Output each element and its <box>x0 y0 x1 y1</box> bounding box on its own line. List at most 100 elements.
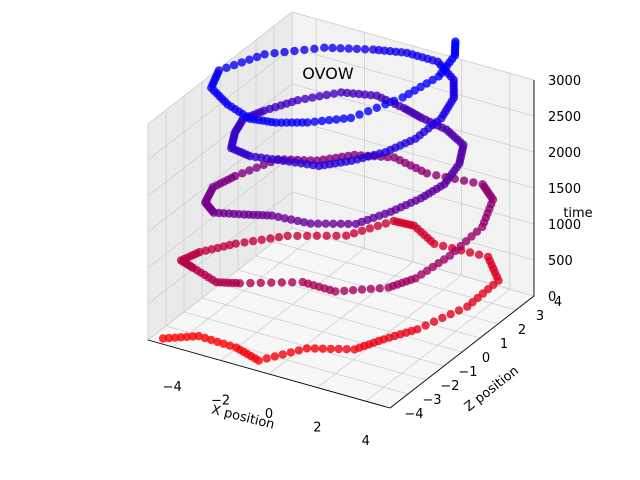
data-point <box>317 116 327 126</box>
data-point <box>252 163 261 172</box>
data-point <box>246 278 255 288</box>
data-point <box>329 219 338 228</box>
data-point <box>357 285 367 294</box>
data-point <box>325 116 334 125</box>
data-point <box>336 219 345 228</box>
data-point <box>270 49 279 58</box>
data-point <box>274 212 283 222</box>
data-point <box>355 110 364 119</box>
data-point <box>266 234 275 243</box>
data-point <box>349 229 359 238</box>
data-point <box>478 180 487 189</box>
data-point <box>222 63 231 72</box>
data-point <box>306 219 315 228</box>
data-point <box>194 331 203 341</box>
data-point <box>288 278 297 287</box>
data-point <box>328 43 337 53</box>
data-point <box>429 317 439 326</box>
grid-line-y-floor <box>219 283 463 353</box>
data-point <box>302 231 312 241</box>
data-point <box>451 246 460 256</box>
data-point <box>310 117 319 126</box>
data-point <box>334 344 343 354</box>
data-point <box>293 216 302 226</box>
data-point <box>337 88 346 97</box>
data-point <box>381 100 390 109</box>
data-point <box>315 92 324 101</box>
y-tick-label: 2 <box>518 323 526 338</box>
data-point <box>229 60 239 70</box>
data-point <box>245 166 254 175</box>
data-point <box>369 45 378 54</box>
grid-line-z-left <box>147 47 293 161</box>
x-tick-label: 0 <box>265 407 273 422</box>
data-point <box>360 45 370 54</box>
scatter-points <box>158 37 503 365</box>
data-point <box>432 171 441 180</box>
data-point <box>303 118 312 127</box>
data-point <box>312 231 322 240</box>
data-point <box>332 231 341 240</box>
data-point <box>390 153 399 162</box>
grid-line-z-back <box>291 119 535 189</box>
y-tick-label: 3 <box>536 309 544 324</box>
x-tick-label: −4 <box>163 380 182 395</box>
data-point <box>240 238 249 247</box>
data-point <box>318 344 327 353</box>
data-point <box>252 52 262 62</box>
data-point <box>342 345 351 354</box>
grid-line-z-back <box>291 11 535 81</box>
data-point <box>331 287 340 296</box>
data-point <box>257 235 266 244</box>
data-point <box>340 286 349 296</box>
data-point <box>207 335 216 345</box>
y-tick-label: −3 <box>422 393 441 408</box>
z-tick-label: 2000 <box>548 146 581 161</box>
data-point <box>373 221 383 231</box>
data-point <box>375 284 384 293</box>
z-tick-label: 3000 <box>548 74 581 89</box>
axis-lines <box>147 80 535 409</box>
y-tick-label: 1 <box>500 337 508 352</box>
data-point <box>248 236 258 246</box>
data-point <box>300 45 309 55</box>
z-tick-label: 1000 <box>548 218 581 233</box>
y-tick-label: 0 <box>482 351 490 366</box>
data-point <box>278 350 287 359</box>
data-point <box>320 43 329 52</box>
data-point <box>389 216 398 226</box>
data-point <box>469 178 478 187</box>
data-point <box>445 251 455 260</box>
data-point <box>389 96 399 106</box>
data-point <box>342 231 351 240</box>
y-tick-label: −2 <box>440 379 459 394</box>
data-point <box>267 211 277 220</box>
data-point <box>467 232 476 241</box>
data-point <box>344 44 353 53</box>
data-point <box>256 278 265 288</box>
grid-line-z-left <box>147 119 293 233</box>
x-axis-line <box>147 339 391 409</box>
data-point <box>451 37 460 46</box>
data-point <box>456 241 465 251</box>
data-point <box>321 219 330 228</box>
grid-line-z-left <box>147 83 293 197</box>
y-axis-line <box>389 295 535 409</box>
data-point <box>322 231 331 240</box>
z-axis-label: time <box>563 206 592 221</box>
x-tick-label: 4 <box>362 434 370 449</box>
data-point <box>280 47 289 57</box>
data-point <box>280 214 289 223</box>
tick-labels: −4−2024−4−3−2−10123405001000150020002500… <box>163 74 581 449</box>
z-tick-label: 0 <box>548 290 556 305</box>
grid-line-z-back <box>291 47 535 117</box>
data-point <box>339 114 348 123</box>
data-point <box>336 44 345 53</box>
data-point <box>357 226 367 235</box>
data-point <box>245 55 254 64</box>
y-tick-label: −1 <box>458 365 477 380</box>
data-point <box>308 93 317 102</box>
data-point <box>413 325 422 334</box>
data-point <box>438 313 447 323</box>
data-point <box>283 231 292 241</box>
